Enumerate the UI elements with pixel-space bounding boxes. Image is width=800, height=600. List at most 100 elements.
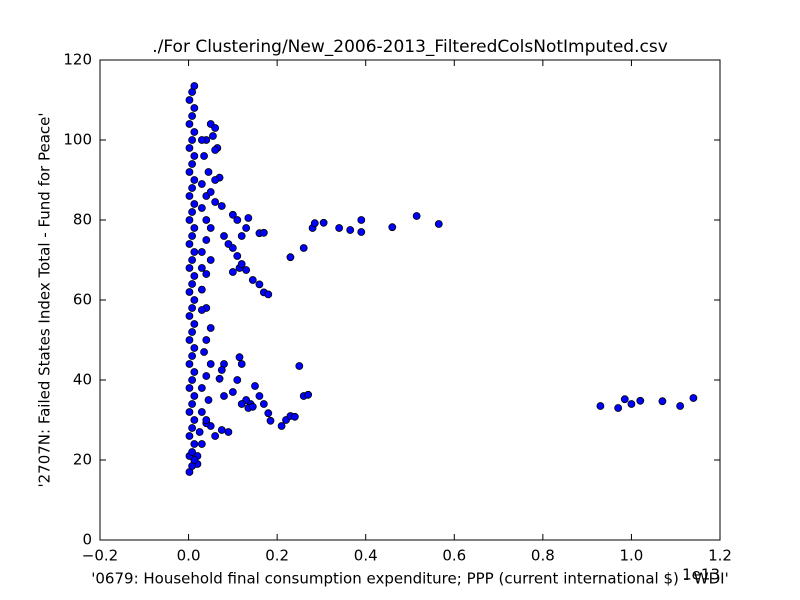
scatter-point bbox=[185, 240, 194, 248]
scatter-point bbox=[185, 384, 194, 392]
scatter-point bbox=[190, 272, 199, 280]
scatter-point bbox=[202, 216, 211, 224]
scatter-point bbox=[185, 264, 194, 272]
scatter-point bbox=[197, 264, 206, 272]
scatter-point bbox=[197, 440, 206, 448]
scatter-point bbox=[244, 214, 253, 222]
scatter-point bbox=[237, 232, 246, 240]
scatter-point bbox=[190, 392, 199, 400]
scatter-point bbox=[190, 440, 199, 448]
scatter-point bbox=[202, 372, 211, 380]
y-axis-label: '2707N: Failed States Index Total - Fund… bbox=[36, 113, 54, 488]
scatter-point bbox=[197, 306, 206, 314]
scatter-point bbox=[185, 144, 194, 152]
scatter-point bbox=[237, 260, 246, 268]
scatter-point bbox=[188, 280, 197, 288]
x-tick-label: 0.6 bbox=[442, 547, 466, 565]
scatter-point bbox=[412, 212, 421, 220]
y-tick-label: 120 bbox=[63, 51, 92, 69]
scatter-point bbox=[335, 224, 344, 232]
scatter-point bbox=[310, 219, 319, 228]
scatter-point bbox=[190, 82, 199, 90]
scatter-point bbox=[255, 392, 264, 400]
scatter-point bbox=[197, 248, 206, 256]
scatter-point bbox=[217, 426, 226, 434]
scatter-point bbox=[190, 368, 199, 376]
scatter-point bbox=[188, 208, 197, 216]
scatter-point bbox=[211, 124, 220, 132]
scatter-point bbox=[235, 353, 244, 362]
scatter-point bbox=[627, 400, 636, 408]
plot-frame bbox=[99, 59, 721, 541]
scatter-point bbox=[319, 218, 328, 227]
scatter-point bbox=[237, 360, 246, 368]
x-tick-label: 1.2 bbox=[708, 547, 732, 565]
scatter-point bbox=[295, 362, 304, 370]
scatter-point bbox=[188, 400, 197, 408]
scatter-point bbox=[185, 408, 194, 416]
scatter-point bbox=[658, 397, 667, 406]
scatter-point bbox=[197, 384, 206, 392]
scatter-point bbox=[188, 160, 197, 168]
scatter-point bbox=[259, 228, 268, 237]
scatter-point bbox=[185, 288, 194, 296]
scatter-point bbox=[202, 416, 211, 424]
scatter-point bbox=[228, 388, 237, 396]
scatter-point bbox=[195, 428, 204, 436]
scatter-point bbox=[188, 376, 197, 384]
scatter-point bbox=[228, 268, 237, 276]
scatter-point bbox=[277, 422, 286, 430]
scatter-point bbox=[204, 168, 213, 176]
scatter-point bbox=[224, 240, 233, 248]
scatter-point bbox=[259, 400, 268, 408]
scatter-point bbox=[636, 396, 645, 405]
scatter-point bbox=[233, 216, 242, 224]
scatter-point bbox=[206, 324, 215, 332]
scatter-point bbox=[188, 352, 197, 360]
scatter-point bbox=[388, 223, 397, 232]
scatter-point bbox=[197, 136, 206, 144]
scatter-point bbox=[197, 204, 206, 212]
scatter-point bbox=[211, 432, 220, 440]
scatter-point bbox=[242, 266, 251, 274]
scatter-point bbox=[290, 412, 299, 421]
scatter-point bbox=[251, 382, 259, 390]
scatter-point bbox=[206, 224, 215, 232]
scatter-point bbox=[185, 120, 194, 128]
scatter-point bbox=[190, 176, 199, 184]
scatter-point bbox=[185, 432, 194, 440]
scatter-point bbox=[237, 400, 246, 408]
scatter-point bbox=[197, 285, 206, 294]
scatter-point bbox=[217, 366, 226, 374]
scatter-point bbox=[188, 112, 197, 120]
scatter-point bbox=[190, 104, 199, 112]
scatter-point bbox=[188, 232, 197, 240]
scatter-point bbox=[209, 132, 217, 140]
scatter-point bbox=[215, 374, 224, 383]
scatter-point bbox=[211, 146, 220, 154]
scatter-point bbox=[200, 348, 208, 356]
y-tick-label: 40 bbox=[73, 371, 92, 389]
scatter-point bbox=[197, 408, 206, 416]
x-tick-label: −0.2 bbox=[82, 547, 118, 565]
scatter-point bbox=[248, 402, 257, 411]
scatter-point bbox=[185, 192, 194, 200]
y-tick-label: 20 bbox=[73, 451, 92, 469]
scatter-point bbox=[248, 276, 257, 284]
x-tick-label: 0.2 bbox=[265, 547, 289, 565]
scatter-point bbox=[264, 290, 273, 299]
scatter-point bbox=[434, 220, 443, 228]
scatter-point bbox=[206, 360, 215, 368]
scatter-point bbox=[255, 280, 264, 289]
scatter-point bbox=[357, 216, 366, 224]
scatter-point bbox=[220, 232, 228, 240]
scatter-point bbox=[190, 248, 199, 256]
scatter-point bbox=[185, 312, 194, 320]
scatter-point bbox=[188, 136, 197, 144]
y-tick-label: 60 bbox=[73, 291, 92, 309]
scatter-point bbox=[620, 395, 629, 404]
scatter-point bbox=[689, 394, 698, 402]
scatter-point bbox=[211, 198, 220, 206]
